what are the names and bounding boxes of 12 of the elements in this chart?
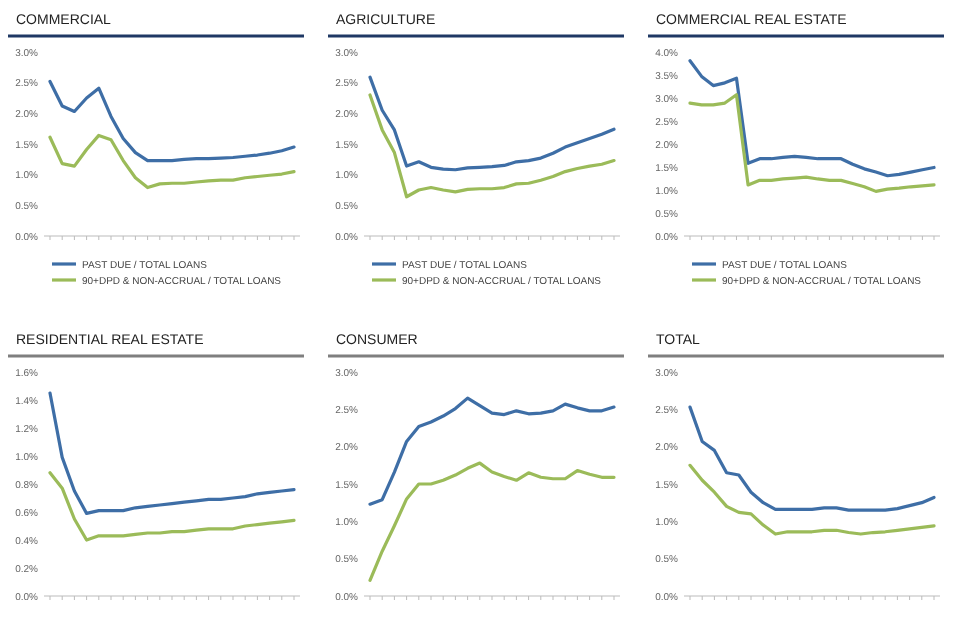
line-series: [48, 133, 296, 190]
line-series: [368, 461, 616, 582]
line-series: [688, 93, 936, 193]
line-series: [688, 59, 936, 178]
line-series: [688, 405, 936, 512]
line-series: [48, 79, 296, 163]
line-series: [48, 391, 296, 515]
line-series: [688, 463, 936, 536]
line-series: [368, 75, 616, 172]
line-series: [368, 93, 616, 199]
line-series: [368, 396, 616, 506]
line-series: [48, 471, 296, 542]
